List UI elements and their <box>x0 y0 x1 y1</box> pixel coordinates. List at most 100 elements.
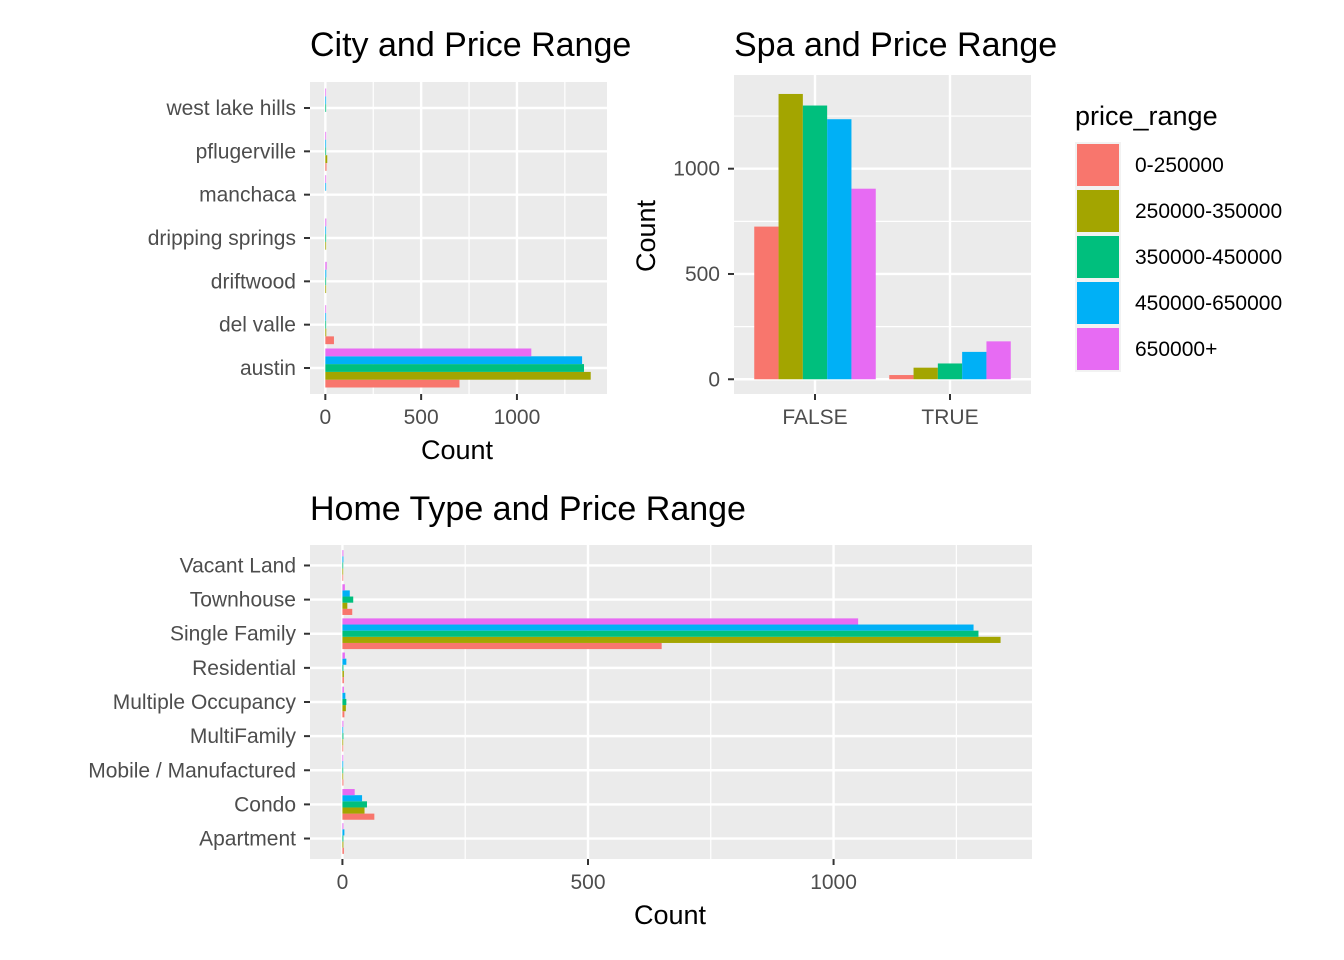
legend-title: price_range <box>1075 101 1218 131</box>
home-type-bar-residential-0-250000 <box>342 677 344 684</box>
home-type-bar-mobile-manufactured-250000-350000 <box>342 773 344 780</box>
home-type-bar-multifamily-0-250000 <box>342 745 344 752</box>
spa-bar-false-650000 <box>851 188 876 380</box>
home-type-bar-mobile-manufactured-450000-650000 <box>342 761 344 768</box>
home-type-bar-townhouse-350000-450000 <box>342 596 354 603</box>
city-bar-west-lake-hills-650000 <box>325 88 327 97</box>
home-type-y-tick-label-single-family: Single Family <box>170 623 297 646</box>
legend-items: 0-250000 250000-350000 350000-450000 450000… <box>1075 142 1282 372</box>
home-type-bar-vacant-land-350000-450000 <box>342 562 344 569</box>
city-bar-driftwood-650000 <box>325 261 327 270</box>
home-type-bar-townhouse-0-250000 <box>342 608 353 615</box>
home-type-chart-title: Home Type and Price Range <box>310 490 746 528</box>
home-type-x-tick-label: 500 <box>570 871 605 894</box>
legend-label-250000-350000: 250000-350000 <box>1135 200 1282 223</box>
home-type-bar-townhouse-650000 <box>342 584 345 591</box>
spa-x-tick-label-true: TRUE <box>921 406 978 429</box>
home-type-bar-townhouse-450000-650000 <box>342 590 350 597</box>
city-y-tick-label-dripping-springs: dripping springs <box>148 227 296 250</box>
city-bar-pflugerville-650000 <box>325 131 327 140</box>
city-bar-pflugerville-450000-650000 <box>325 139 327 148</box>
city-x-tick-label: 1000 <box>494 406 541 429</box>
spa-y-axis-title: Count <box>631 199 661 272</box>
home-type-bar-apartment-450000-650000 <box>342 829 345 836</box>
city-bar-driftwood-250000-350000 <box>325 285 327 294</box>
city-bar-austin-450000-650000 <box>325 356 583 365</box>
city-bar-austin-650000 <box>325 348 532 357</box>
city-bar-pflugerville-350000-450000 <box>325 147 327 156</box>
city-bar-driftwood-450000-650000 <box>325 269 327 278</box>
spa-bar-true-0-250000 <box>889 375 914 380</box>
home-type-bar-multiple-occupancy-250000-350000 <box>342 705 346 712</box>
spa-bar-true-650000 <box>986 341 1011 380</box>
home-type-bar-single-family-650000 <box>342 618 859 625</box>
home-type-bar-apartment-350000-450000 <box>342 835 344 842</box>
spa-x-ticks: FALSE TRUE <box>782 394 979 429</box>
city-y-ticks: austin del valle driftwood dripping springs… <box>148 97 310 380</box>
city-bar-del-valle-350000-450000 <box>325 320 327 329</box>
home-type-bar-condo-250000-350000 <box>342 807 365 814</box>
spa-bar-true-250000-350000 <box>913 367 938 380</box>
city-bar-del-valle-0-250000 <box>325 336 334 345</box>
home-type-y-tick-label-mobile-manufactured: Mobile / Manufactured <box>88 759 296 782</box>
home-type-y-tick-label-vacant-land: Vacant Land <box>180 554 296 577</box>
home-type-y-ticks: Apartment Condo Mobile / Manufactured Multi… <box>88 554 310 851</box>
home-type-bar-single-family-450000-650000 <box>342 624 974 631</box>
city-chart-title: City and Price Range <box>310 26 631 64</box>
spa-x-tick-label-false: FALSE <box>782 406 847 429</box>
city-bar-manchaca-650000 <box>325 175 327 183</box>
legend-label-0-250000: 0-250000 <box>1135 154 1224 177</box>
home-type-price-range-panel: Home Type and Price Range 0 500 1000 Apart… <box>88 490 1032 930</box>
legend-label-350000-450000: 350000-450000 <box>1135 246 1282 269</box>
city-bar-pflugerville-250000-350000 <box>325 155 328 164</box>
city-y-tick-label-manchaca: manchaca <box>199 184 296 207</box>
home-type-bar-multifamily-650000 <box>342 720 344 727</box>
legend-swatch-250000-350000 <box>1077 190 1119 232</box>
home-type-x-tick-label: 1000 <box>810 871 857 894</box>
city-bar-del-valle-650000 <box>325 305 327 313</box>
home-type-bar-vacant-land-450000-650000 <box>342 556 344 563</box>
home-type-bar-condo-650000 <box>342 789 355 796</box>
home-type-bar-mobile-manufactured-0-250000 <box>342 779 344 786</box>
city-bars <box>325 88 591 388</box>
home-type-bar-multiple-occupancy-0-250000 <box>342 711 345 718</box>
home-type-bar-condo-0-250000 <box>342 813 375 820</box>
city-bar-dripping-springs-650000 <box>325 218 327 227</box>
home-type-bar-multifamily-350000-450000 <box>342 733 344 740</box>
legend-swatch-650000 <box>1077 328 1119 370</box>
home-type-bar-single-family-0-250000 <box>342 642 662 650</box>
city-bar-driftwood-350000-450000 <box>325 277 327 286</box>
home-type-y-tick-label-residential: Residential <box>192 657 296 680</box>
legend-swatch-350000-450000 <box>1077 236 1119 278</box>
home-type-bar-residential-250000-350000 <box>342 670 344 678</box>
home-type-y-tick-label-townhouse: Townhouse <box>190 589 296 612</box>
city-x-tick-label: 0 <box>319 406 331 429</box>
city-y-tick-label-driftwood: driftwood <box>211 270 296 293</box>
city-bar-austin-350000-450000 <box>325 364 585 372</box>
spa-price-range-panel: Spa and Price Range FALSE TRUE 0 500 1000 C… <box>631 26 1057 429</box>
home-type-bar-vacant-land-250000-350000 <box>342 568 344 575</box>
city-bar-del-valle-450000-650000 <box>325 312 327 321</box>
home-type-bar-mobile-manufactured-350000-450000 <box>342 767 344 774</box>
spa-y-tick-label: 0 <box>708 368 720 391</box>
city-bar-dripping-springs-350000-450000 <box>325 234 327 242</box>
home-type-y-tick-label-apartment: Apartment <box>199 828 296 851</box>
city-y-tick-label-del-valle: del valle <box>219 314 296 337</box>
home-type-bar-multiple-occupancy-350000-450000 <box>342 698 347 706</box>
home-type-bar-residential-650000 <box>342 652 345 659</box>
home-type-grid <box>310 545 1032 859</box>
home-type-bar-single-family-350000-450000 <box>342 630 979 637</box>
legend-swatch-450000-650000 <box>1077 282 1119 324</box>
city-x-axis-title: Count <box>421 435 494 465</box>
city-bar-dripping-springs-250000-350000 <box>325 241 327 250</box>
home-type-bar-vacant-land-650000 <box>342 550 344 557</box>
city-bar-austin-0-250000 <box>325 379 460 388</box>
home-type-bar-multiple-occupancy-450000-650000 <box>342 692 346 699</box>
spa-bars <box>754 93 1011 380</box>
home-type-bar-vacant-land-0-250000 <box>342 574 344 581</box>
price-range-legend: price_range 0-250000 250000-350000 350000-… <box>1075 101 1282 372</box>
legend-swatch-0-250000 <box>1077 144 1119 186</box>
spa-y-tick-label: 1000 <box>673 158 720 181</box>
legend-label-450000-650000: 450000-650000 <box>1135 292 1282 315</box>
